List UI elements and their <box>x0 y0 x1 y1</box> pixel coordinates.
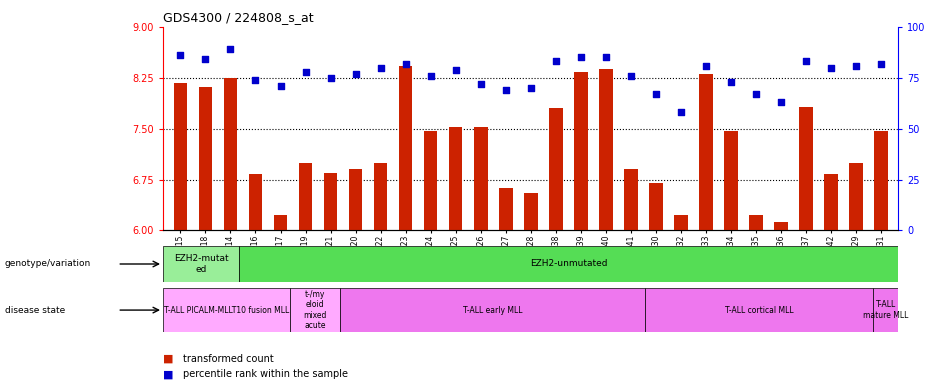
Bar <box>824 174 838 230</box>
Bar <box>424 131 438 230</box>
Bar <box>599 69 613 230</box>
Bar <box>645 288 873 332</box>
Point <box>774 99 789 105</box>
Bar <box>573 72 587 230</box>
Bar <box>799 107 813 230</box>
Text: GDS4300 / 224808_s_at: GDS4300 / 224808_s_at <box>163 11 314 24</box>
Bar <box>499 188 513 230</box>
Bar <box>163 246 239 282</box>
Text: transformed count: transformed count <box>183 354 274 364</box>
Point <box>248 77 263 83</box>
Bar <box>699 74 712 230</box>
Point <box>398 60 413 66</box>
Bar <box>724 131 737 230</box>
Bar <box>373 162 387 230</box>
Point <box>198 56 213 63</box>
Bar <box>524 193 537 230</box>
Point <box>348 71 363 77</box>
Point <box>723 79 738 85</box>
Bar <box>774 222 788 230</box>
Point <box>498 87 513 93</box>
Text: ■: ■ <box>163 354 177 364</box>
Bar <box>299 162 313 230</box>
Bar <box>449 127 463 230</box>
Bar <box>749 215 762 230</box>
Point <box>173 52 188 58</box>
Bar <box>249 174 263 230</box>
Text: percentile rank within the sample: percentile rank within the sample <box>183 369 348 379</box>
Point <box>873 60 888 66</box>
Bar <box>624 169 638 230</box>
Bar <box>548 108 562 230</box>
Bar <box>474 127 488 230</box>
Bar <box>274 215 288 230</box>
Bar <box>324 173 337 230</box>
Text: ■: ■ <box>163 369 177 379</box>
Point <box>698 63 713 69</box>
Bar <box>163 288 290 332</box>
Point <box>448 66 463 73</box>
Bar <box>649 183 663 230</box>
Point <box>573 55 588 61</box>
Bar <box>341 288 645 332</box>
Bar <box>398 66 412 230</box>
Bar <box>349 169 362 230</box>
Bar <box>223 78 237 230</box>
Bar <box>290 288 341 332</box>
Point <box>298 69 313 75</box>
Point <box>648 91 663 97</box>
Text: T-ALL cortical MLL: T-ALL cortical MLL <box>724 306 793 314</box>
Bar <box>873 288 898 332</box>
Point <box>599 55 614 61</box>
Bar <box>874 131 888 230</box>
Text: EZH2-unmutated: EZH2-unmutated <box>530 260 607 268</box>
Text: t-/my
eloid
mixed
acute: t-/my eloid mixed acute <box>304 290 327 330</box>
Point <box>273 83 288 89</box>
Point <box>673 109 688 116</box>
Point <box>823 65 838 71</box>
Point <box>799 58 814 65</box>
Bar <box>849 162 863 230</box>
Text: genotype/variation: genotype/variation <box>5 260 91 268</box>
Text: T-ALL early MLL: T-ALL early MLL <box>463 306 522 314</box>
Bar <box>239 246 898 282</box>
Bar <box>674 215 688 230</box>
Text: T-ALL
mature MLL: T-ALL mature MLL <box>863 300 909 320</box>
Point <box>223 46 238 52</box>
Text: T-ALL PICALM-MLLT10 fusion MLL: T-ALL PICALM-MLLT10 fusion MLL <box>164 306 289 314</box>
Text: disease state: disease state <box>5 306 65 314</box>
Point <box>473 81 488 87</box>
Text: EZH2-mutat
ed: EZH2-mutat ed <box>174 254 228 274</box>
Point <box>323 74 338 81</box>
Point <box>623 73 638 79</box>
Point <box>424 73 439 79</box>
Point <box>749 91 763 97</box>
Point <box>848 63 863 69</box>
Point <box>548 58 563 65</box>
Point <box>523 85 538 91</box>
Bar <box>198 86 212 230</box>
Bar <box>173 83 187 230</box>
Point <box>373 65 388 71</box>
